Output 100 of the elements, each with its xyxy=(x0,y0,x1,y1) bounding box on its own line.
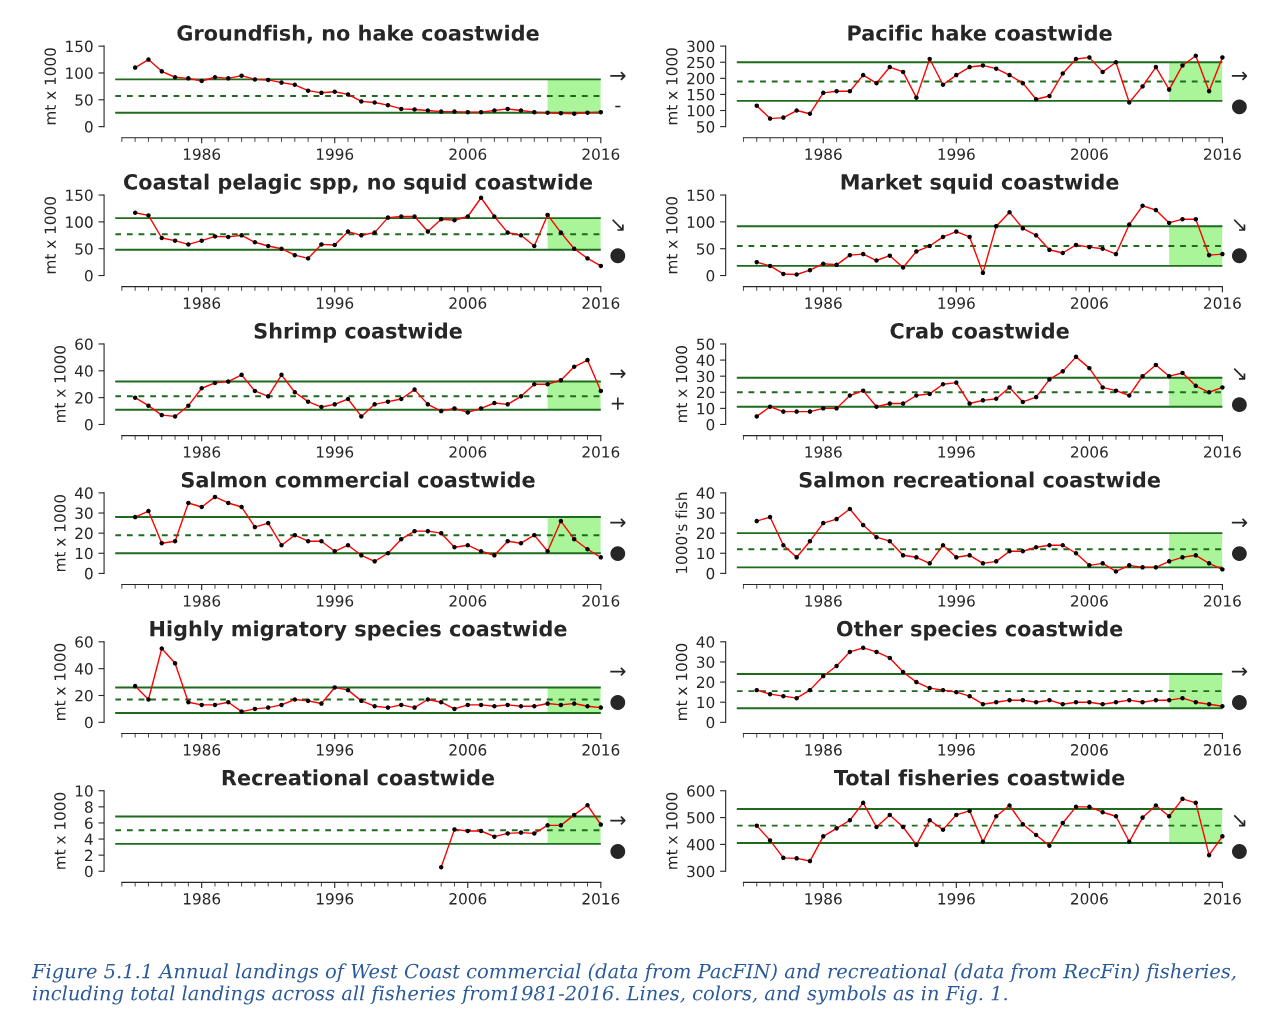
y-tick-label: 30 xyxy=(75,507,93,520)
text: ● xyxy=(1231,844,1247,859)
text: → xyxy=(1231,71,1248,81)
y-tick-label: 40 xyxy=(74,365,93,377)
x-tick-label: 2006 xyxy=(1071,744,1108,756)
text: ↘ xyxy=(1233,814,1246,827)
y-tick-label: 0 xyxy=(706,716,715,729)
x-tick-label: 2006 xyxy=(1071,148,1108,160)
y-tick-label: 150 xyxy=(66,40,93,53)
x-tick-label: 2006 xyxy=(1071,595,1108,607)
x-tick-label: 1986 xyxy=(805,148,842,160)
y-tick-label: 50 xyxy=(75,243,93,255)
y-tick-label: 20 xyxy=(75,392,93,404)
text: ● xyxy=(1231,248,1247,264)
y-axis-title: mt x 1000 xyxy=(666,197,678,274)
y-tick-label: 100 xyxy=(687,104,715,117)
text: → xyxy=(610,816,626,826)
chart-title: Coastal pelagic spp, no squid coastwide xyxy=(123,173,593,194)
y-axis-title: mt x 1000 xyxy=(44,197,56,274)
y-tick-label: 600 xyxy=(687,785,715,797)
y-tick-label: 10 xyxy=(697,402,715,415)
y-tick-label: 300 xyxy=(687,40,715,53)
x-tick-label: 1986 xyxy=(805,744,842,756)
y-tick-label: 30 xyxy=(696,656,715,668)
y-axis-title: mt x 1000 xyxy=(54,643,66,720)
x-tick-label: 2016 xyxy=(582,446,620,458)
x-tick-label: 2016 xyxy=(582,893,620,905)
y-tick-label: 0 xyxy=(84,865,93,878)
x-tick-label: 1986 xyxy=(183,595,221,607)
text: → xyxy=(1231,518,1248,528)
y-tick-label: 50 xyxy=(697,338,715,350)
x-tick-label: 2006 xyxy=(449,595,487,607)
y-axis-title: 1000's fish xyxy=(675,492,688,574)
text: + xyxy=(611,397,624,410)
x-tick-label: 1996 xyxy=(316,893,354,905)
y-tick-label: 150 xyxy=(687,189,715,202)
y-tick-label: 8 xyxy=(84,801,93,813)
y-tick-label: 40 xyxy=(696,636,715,648)
y-tick-label: 30 xyxy=(696,370,715,383)
text: → xyxy=(610,71,626,81)
y-axis-title: mt x 1000 xyxy=(675,643,688,720)
y-tick-label: 20 xyxy=(696,386,715,399)
y-tick-label: 100 xyxy=(66,67,93,79)
x-tick-label: 1996 xyxy=(938,893,975,905)
y-tick-label: 0 xyxy=(84,567,93,580)
y-tick-label: 40 xyxy=(74,487,93,499)
y-tick-label: 50 xyxy=(697,243,715,255)
text: → xyxy=(610,369,626,379)
y-tick-label: 10 xyxy=(697,696,715,709)
y-tick-label: 100 xyxy=(66,216,93,228)
text: ● xyxy=(610,844,626,859)
y-tick-label: 0 xyxy=(706,270,715,282)
y-tick-label: 0 xyxy=(84,270,93,282)
y-tick-label: 6 xyxy=(85,817,93,829)
x-tick-label: 1996 xyxy=(316,744,354,756)
x-tick-label: 1986 xyxy=(183,744,221,756)
x-tick-label: 2006 xyxy=(449,148,487,160)
text: - xyxy=(615,105,621,108)
x-tick-label: 1986 xyxy=(805,893,842,905)
x-tick-label: 2016 xyxy=(582,297,620,309)
y-tick-label: 10 xyxy=(75,785,93,797)
y-tick-label: 30 xyxy=(696,507,715,520)
x-tick-label: 1996 xyxy=(316,297,354,309)
y-tick-label: 150 xyxy=(66,189,93,202)
text: ● xyxy=(610,695,626,710)
x-tick-label: 2006 xyxy=(1071,297,1108,309)
y-tick-label: 100 xyxy=(687,216,715,228)
y-tick-label: 4 xyxy=(84,833,93,845)
text: ↘ xyxy=(1233,219,1246,231)
y-tick-label: 300 xyxy=(687,865,715,878)
x-tick-label: 1986 xyxy=(805,446,842,458)
y-tick-label: 60 xyxy=(75,338,93,350)
x-tick-label: 2016 xyxy=(1204,893,1241,905)
y-tick-label: 10 xyxy=(697,547,715,560)
x-tick-label: 2006 xyxy=(449,446,487,458)
y-tick-label: 0 xyxy=(84,121,93,133)
y-tick-label: 40 xyxy=(696,354,715,367)
chart-title: Salmon commercial coastwide xyxy=(181,471,535,488)
y-tick-label: 40 xyxy=(696,487,715,499)
y-tick-label: 20 xyxy=(696,676,715,689)
y-tick-label: 50 xyxy=(75,94,93,106)
text: → xyxy=(610,667,626,677)
y-tick-label: 0 xyxy=(84,716,93,729)
text: ● xyxy=(610,546,626,562)
x-tick-label: 1996 xyxy=(938,148,975,160)
chart-title: Groundfish, no hake coastwide xyxy=(177,24,539,44)
x-tick-label: 1986 xyxy=(183,297,221,309)
chart-title: Total fisheries coastwide xyxy=(833,769,1125,786)
x-tick-label: 1996 xyxy=(316,446,354,458)
x-tick-label: 1996 xyxy=(938,744,975,756)
x-tick-label: 2016 xyxy=(1204,297,1241,309)
x-tick-label: 2016 xyxy=(1204,595,1241,607)
x-tick-label: 2006 xyxy=(449,297,487,309)
x-tick-label: 1996 xyxy=(938,297,975,309)
x-tick-label: 2016 xyxy=(1204,148,1241,160)
y-axis-title: mt x 1000 xyxy=(666,48,678,125)
chart-title: Other species coastwide xyxy=(836,620,1123,641)
y-tick-label: 0 xyxy=(84,418,93,431)
y-tick-label: 500 xyxy=(687,812,715,824)
x-tick-label: 1986 xyxy=(805,297,842,309)
